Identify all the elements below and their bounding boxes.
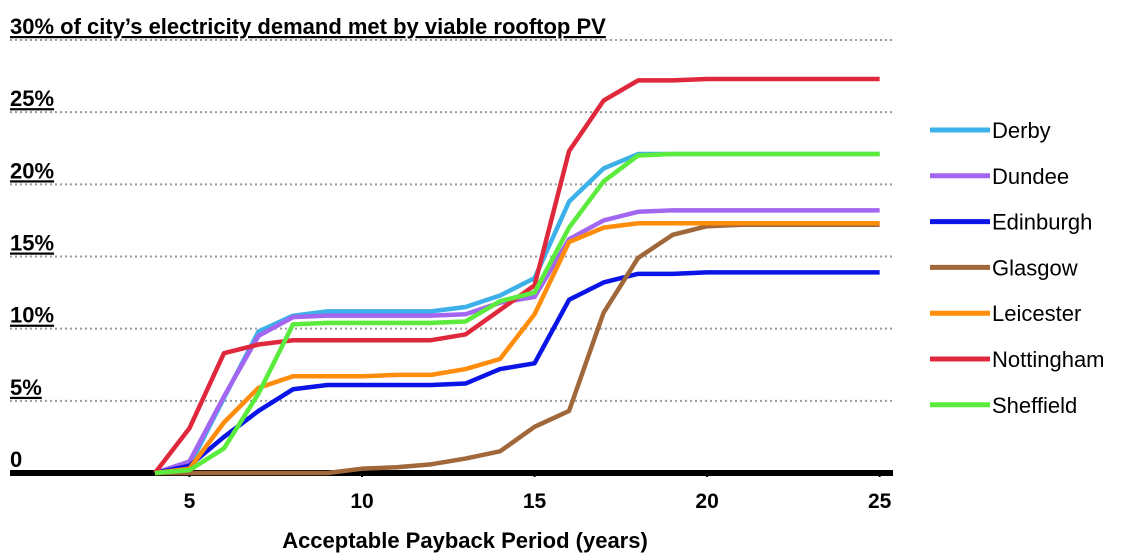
series-line [154, 151, 880, 476]
y-tick-label: 25% [10, 86, 54, 111]
legend-label: Nottingham [992, 347, 1105, 372]
x-tick-label: 5 [184, 490, 196, 513]
y-tick-label: 15% [10, 231, 54, 256]
legend-label: Dundee [992, 164, 1069, 189]
y-tick-label: 20% [10, 158, 54, 183]
y-tick-label: 5% [10, 375, 42, 400]
series-line [154, 270, 880, 476]
series-line [154, 221, 880, 476]
x-tick-label: 20 [695, 490, 718, 513]
series-line [153, 76, 880, 475]
y-tick-label: 0 [10, 447, 22, 472]
legend-label: Edinburgh [992, 210, 1092, 235]
x-axis-title: Acceptable Payback Period (years) [282, 528, 648, 553]
legend-label: Sheffield [992, 393, 1077, 418]
legend-label: Derby [992, 118, 1051, 143]
series-line [154, 222, 880, 476]
legend-label: Leicester [992, 301, 1081, 326]
x-tick-label: 25 [868, 490, 892, 513]
x-tick-label: 10 [350, 490, 373, 513]
y-tick-label: 10% [10, 303, 54, 328]
y-tick-label: 30% of city’s electricity demand met by … [10, 14, 606, 39]
legend-label: Glasgow [992, 255, 1078, 280]
series-line [154, 151, 880, 476]
x-tick-label: 15 [523, 490, 547, 513]
